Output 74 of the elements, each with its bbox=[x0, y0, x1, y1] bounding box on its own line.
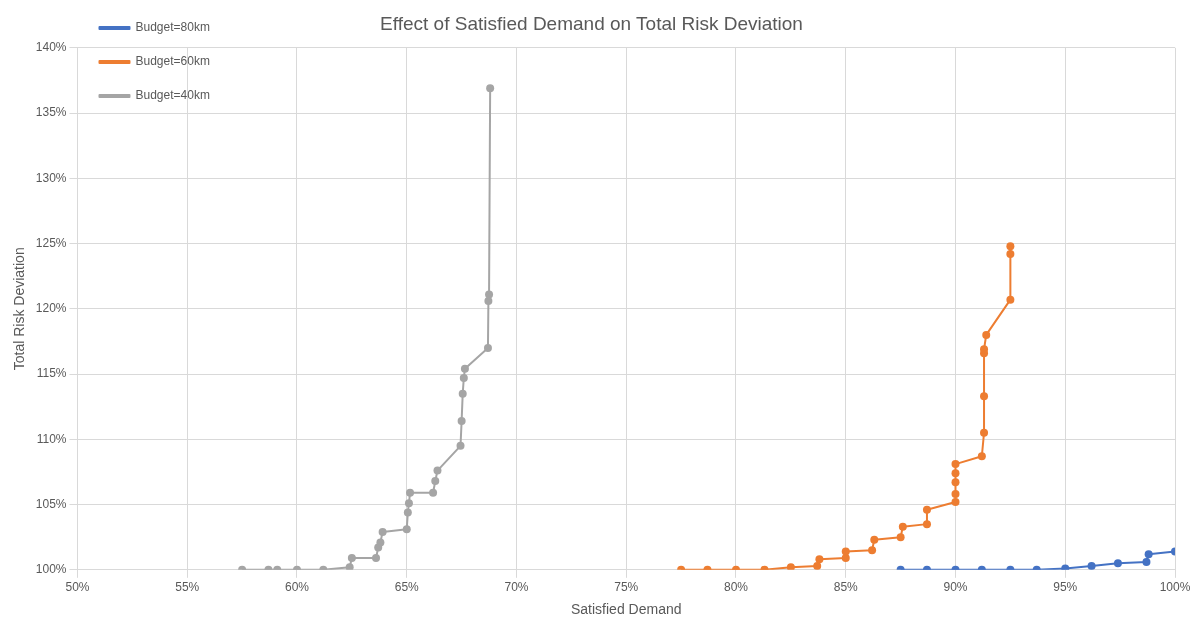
point bbox=[982, 330, 991, 339]
point bbox=[460, 364, 469, 373]
point bbox=[486, 84, 495, 93]
point bbox=[951, 497, 960, 506]
point bbox=[347, 554, 356, 563]
point bbox=[1006, 249, 1015, 258]
point bbox=[813, 561, 822, 570]
x-tick-label: 50% bbox=[65, 580, 90, 595]
point bbox=[815, 555, 824, 564]
point bbox=[376, 538, 385, 547]
point bbox=[980, 392, 989, 401]
point bbox=[457, 417, 466, 426]
y-tick-label: 105% bbox=[35, 496, 67, 511]
point bbox=[1006, 242, 1015, 251]
y-tick-label: 115% bbox=[36, 366, 67, 381]
point bbox=[868, 546, 877, 555]
point bbox=[429, 488, 438, 497]
y-axis-title: Total Risk Deviation bbox=[11, 247, 28, 371]
point bbox=[1006, 295, 1015, 304]
point bbox=[841, 554, 850, 563]
point bbox=[786, 563, 795, 570]
x-tick-label: 75% bbox=[614, 580, 639, 595]
point bbox=[458, 389, 467, 398]
point bbox=[402, 525, 411, 534]
y-tick-label: 120% bbox=[35, 301, 67, 316]
point bbox=[922, 505, 931, 514]
point bbox=[870, 535, 879, 544]
point bbox=[406, 488, 415, 497]
point bbox=[345, 563, 354, 570]
x-tick-label: 85% bbox=[833, 580, 859, 595]
point bbox=[841, 547, 850, 556]
point bbox=[977, 452, 986, 461]
point bbox=[1144, 550, 1153, 559]
x-tick-label: 100% bbox=[1159, 580, 1191, 595]
point bbox=[1142, 557, 1151, 566]
point bbox=[483, 343, 492, 352]
y-tick-label: 130% bbox=[35, 170, 67, 185]
point bbox=[485, 290, 494, 299]
y-tick-label: 140% bbox=[35, 40, 67, 55]
x-tick-label: 70% bbox=[504, 580, 529, 595]
legend-label: Budget=80km bbox=[135, 20, 210, 35]
point bbox=[1087, 561, 1096, 570]
point bbox=[922, 520, 931, 529]
x-tick-label: 60% bbox=[284, 580, 310, 595]
legend-label: Budget=40km bbox=[135, 88, 210, 103]
point bbox=[372, 554, 381, 563]
legend-label: Budget=60km bbox=[135, 54, 210, 69]
x-tick-label: 55% bbox=[175, 580, 200, 595]
point bbox=[484, 296, 493, 305]
point bbox=[898, 522, 907, 531]
point bbox=[459, 373, 468, 382]
point bbox=[980, 428, 989, 437]
x-axis-title: Satisfied Demand bbox=[570, 601, 682, 618]
x-tick-label: 90% bbox=[943, 580, 968, 595]
point bbox=[433, 466, 442, 475]
x-tick-label: 65% bbox=[394, 580, 420, 595]
y-tick-label: 110% bbox=[36, 431, 67, 446]
point bbox=[431, 477, 440, 486]
point bbox=[1113, 559, 1122, 568]
point bbox=[951, 460, 960, 469]
point bbox=[456, 441, 465, 450]
y-tick-label: 125% bbox=[35, 235, 67, 250]
point bbox=[378, 527, 387, 536]
x-tick-label: 80% bbox=[723, 580, 749, 595]
point bbox=[896, 533, 905, 542]
point bbox=[951, 469, 960, 478]
y-tick-label: 135% bbox=[35, 105, 67, 120]
chart-title: Effect of Satisfied Demand on Total Risk Deviation bbox=[380, 12, 803, 34]
point bbox=[404, 499, 413, 508]
x-tick-label: 95% bbox=[1053, 580, 1078, 595]
point bbox=[951, 478, 960, 487]
point bbox=[403, 508, 412, 517]
y-tick-label: 100% bbox=[35, 562, 67, 577]
point bbox=[951, 490, 960, 499]
